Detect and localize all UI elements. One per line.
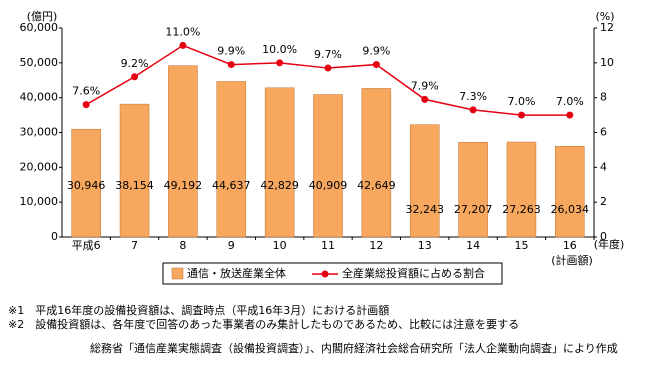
- legend-label: 通信・放送産業全体: [187, 266, 286, 280]
- x-note: (計画額): [551, 253, 593, 267]
- x-tick-label: 12: [369, 239, 383, 252]
- line-marker: [227, 61, 235, 69]
- y2-unit: (%): [595, 10, 614, 23]
- x-tick-label: 7: [131, 239, 138, 252]
- bar: [168, 65, 198, 238]
- bar-value-label: 27,207: [454, 203, 493, 216]
- line-marker: [421, 95, 429, 103]
- line-value-label: 9.7%: [314, 48, 342, 61]
- line-value-label: 10.0%: [262, 43, 297, 56]
- y2-tick-label: 2: [600, 195, 607, 208]
- bar-value-label: 27,263: [502, 203, 541, 216]
- y-tick-label: 30,000: [20, 126, 59, 139]
- line-marker: [566, 111, 574, 119]
- bar-value-label: 42,829: [260, 179, 299, 192]
- x-tick-label: 11: [321, 239, 335, 252]
- line-marker: [276, 59, 284, 67]
- line-value-label: 7.6%: [72, 85, 100, 98]
- line-marker: [179, 41, 187, 49]
- y-tick-label: 60,000: [20, 21, 59, 34]
- line-marker: [517, 111, 525, 119]
- x-tick-label: 13: [418, 239, 432, 252]
- line-marker: [131, 73, 139, 81]
- line-marker: [372, 61, 380, 69]
- bar-value-label: 42,649: [357, 179, 396, 192]
- bar-value-label: 44,637: [212, 179, 251, 192]
- x-tick-label: 8: [179, 239, 186, 252]
- bar: [506, 141, 537, 238]
- bar: [313, 94, 343, 238]
- bar: [555, 146, 585, 238]
- y2-tick-label: 8: [600, 91, 607, 104]
- x-tick-label: 15: [514, 239, 528, 252]
- x-tick-label: 10: [273, 239, 287, 252]
- line-value-label: 7.3%: [459, 90, 487, 103]
- y2-tick-label: 0: [600, 230, 607, 243]
- y-unit: (億円): [27, 10, 58, 23]
- x-tick-label: 16: [563, 239, 577, 252]
- y2-tick-label: 12: [600, 21, 614, 34]
- bar-value-label: 49,192: [164, 179, 203, 192]
- bar: [409, 124, 440, 238]
- bar-value-label: 38,154: [115, 179, 154, 192]
- bar: [361, 88, 392, 238]
- legend-marker: [321, 270, 329, 278]
- line-value-label: 9.2%: [121, 57, 149, 70]
- line-value-label: 7.0%: [507, 95, 535, 108]
- line-value-label: 9.9%: [362, 45, 390, 58]
- y-tick-label: 10,000: [20, 195, 59, 208]
- x-tick-label: 平成6: [72, 239, 101, 252]
- line-marker: [324, 64, 332, 72]
- bar-value-label: 30,946: [67, 179, 106, 192]
- line-value-label: 7.9%: [411, 79, 439, 92]
- y2-tick-label: 10: [600, 56, 614, 69]
- line-value-label: 7.0%: [556, 95, 584, 108]
- y-tick-label: 40,000: [20, 91, 59, 104]
- bar-value-label: 26,034: [551, 203, 590, 216]
- bar-value-label: 32,243: [405, 203, 444, 216]
- line-marker: [82, 101, 90, 109]
- y-tick-label: 20,000: [20, 160, 59, 173]
- bar: [264, 87, 295, 238]
- y-tick-label: 0: [51, 230, 58, 243]
- line-marker: [469, 106, 477, 114]
- bar: [458, 141, 488, 238]
- source: 総務省「通信産業実態調査（設備投資調査）」、内閣府経済社会総合研究所「法人企業動…: [90, 341, 618, 355]
- x-tick-label: 9: [228, 239, 235, 252]
- y2-tick-label: 6: [600, 126, 607, 139]
- line-value-label: 11.0%: [165, 25, 200, 38]
- y-tick-label: 50,000: [20, 56, 59, 69]
- bar: [71, 128, 101, 238]
- bar: [216, 81, 247, 238]
- bar-value-label: 40,909: [309, 179, 348, 192]
- line-value-label: 9.9%: [217, 45, 245, 58]
- note: ※2 設備投資額は、各年度で回答のあった事業者のみ集計したものであるため、比較に…: [8, 317, 519, 331]
- legend-label: 全産業総投資額に占める割合: [342, 266, 485, 280]
- note: ※1 平成16年度の設備投資額は、調査時点（平成16年3月）における計画額: [8, 303, 389, 317]
- x-unit: (年度): [594, 237, 625, 251]
- y2-tick-label: 4: [600, 160, 607, 173]
- x-tick-label: 14: [466, 239, 480, 252]
- legend-swatch: [171, 267, 184, 280]
- bar: [119, 103, 150, 238]
